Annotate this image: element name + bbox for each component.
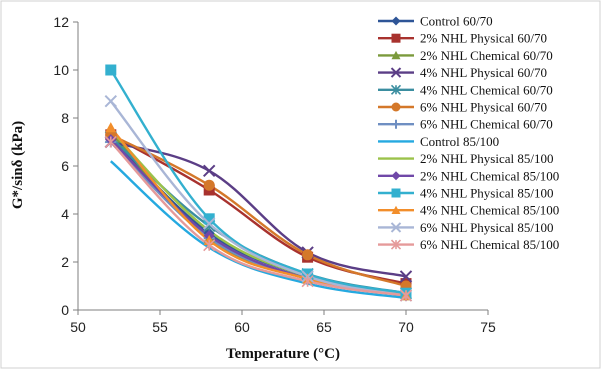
data-point-4	[399, 270, 413, 283]
legend-marker-5	[390, 84, 402, 95]
y-tick-label: 0	[61, 302, 69, 318]
legend-label-1: Control 60/70	[420, 14, 493, 29]
x-tick-label: 75	[480, 319, 496, 335]
legend-marker-3	[391, 50, 401, 60]
x-tick-label: 70	[398, 319, 414, 335]
data-point-6	[203, 179, 215, 191]
x-tick-label: 55	[152, 319, 168, 335]
series-line-11	[109, 69, 407, 295]
y-tick-label: 12	[53, 14, 69, 30]
legend-label-5: 4% NHL Chemical 60/70	[420, 82, 553, 97]
legend-label-8: Control 85/100	[420, 134, 499, 149]
data-point-14	[104, 135, 117, 149]
legend-label-6: 6% NHL Physical 60/70	[420, 100, 547, 115]
data-point-12	[105, 122, 117, 133]
legend-marker-7	[391, 119, 401, 129]
legend-label-4: 4% NHL Physical 60/70	[420, 65, 547, 80]
legend-label-14: 6% NHL Chemical 85/100	[420, 237, 559, 252]
series-line-4	[110, 140, 407, 278]
series-lines	[109, 69, 407, 300]
legend-marker-12	[391, 205, 401, 215]
legend-label-3: 2% NHL Chemical 60/70	[420, 48, 553, 63]
legend-label-12: 4% NHL Chemical 85/100	[420, 203, 559, 218]
x-tick-label: 60	[234, 319, 250, 335]
y-tick-label: 4	[61, 206, 69, 222]
y-axis-title: G*/sinδ (kPa)	[10, 121, 26, 209]
legend-marker-1	[391, 16, 401, 26]
legend-marker-11	[391, 188, 401, 198]
data-point-14	[203, 239, 216, 252]
legend-label-9: 2% NHL Physical 85/100	[420, 151, 553, 166]
series-line-14	[109, 141, 407, 297]
legend-label-2: 2% NHL Physical 60/70	[420, 31, 547, 46]
legend-label-10: 2% NHL Chemical 85/100	[420, 168, 559, 183]
legend-marker-4	[390, 67, 402, 78]
x-tick-label: 50	[70, 319, 86, 335]
legend-label-11: 4% NHL Physical 85/100	[420, 186, 553, 201]
series-line-6	[110, 133, 407, 288]
y-tick-label: 10	[53, 62, 69, 78]
data-point-14	[301, 275, 314, 288]
data-point-13	[104, 94, 118, 108]
legend: Control 60/70 2% NHL Physical 60/70 2% NHL…	[378, 14, 559, 252]
y-tick-label: 8	[61, 110, 69, 126]
series-line-13	[109, 100, 407, 297]
x-tick-label: 65	[316, 319, 332, 335]
y-tick-label: 2	[61, 254, 69, 270]
axes: 0 2 4 6 8 10 12 50 55 60 65 70 75	[53, 14, 496, 335]
legend-marker-10	[391, 171, 401, 181]
data-point-4	[202, 164, 216, 178]
legend-marker-6	[391, 102, 401, 112]
data-point-14	[399, 289, 413, 302]
y-tick-label: 6	[61, 158, 69, 174]
series-markers	[104, 64, 413, 302]
legend-marker-14	[390, 239, 402, 250]
legend-label-7: 6% NHL Chemical 60/70	[420, 117, 553, 132]
legend-marker-13	[390, 222, 402, 233]
data-point-11	[105, 64, 117, 76]
data-point-11	[203, 213, 215, 225]
x-axis-title: Temperature (°C)	[226, 346, 340, 362]
legend-label-13: 6% NHL Physical 85/100	[420, 220, 553, 235]
data-point-13	[202, 217, 216, 230]
data-point-6	[302, 249, 314, 261]
legend-marker-2	[391, 33, 401, 43]
